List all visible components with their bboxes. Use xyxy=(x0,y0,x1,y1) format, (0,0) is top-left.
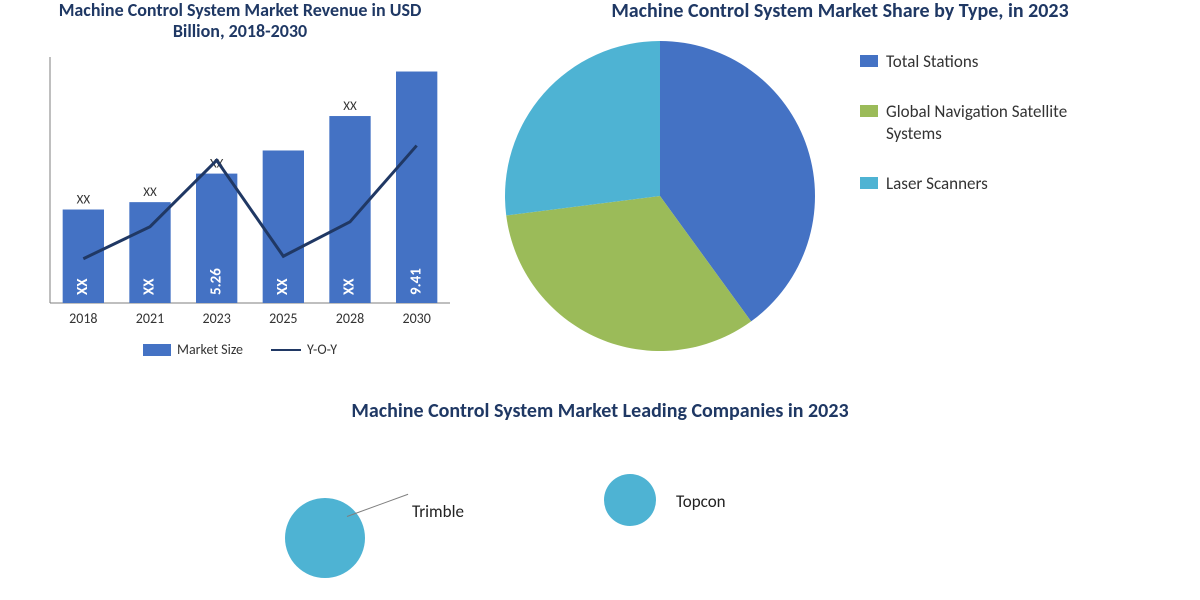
legend-swatch xyxy=(860,55,878,67)
companies-title: Machine Control System Market Leading Co… xyxy=(0,390,1200,423)
legend-swatch xyxy=(860,105,878,117)
legend-market-size-label: Market Size xyxy=(177,341,243,358)
legend-market-size: Market Size xyxy=(143,341,243,358)
svg-text:2030: 2030 xyxy=(402,310,430,327)
companies-bubbles: Trimble Topcon xyxy=(0,423,1200,583)
svg-text:2018: 2018 xyxy=(69,310,97,327)
svg-text:XX: XX xyxy=(341,278,359,295)
svg-text:2021: 2021 xyxy=(136,310,164,327)
svg-text:XX: XX xyxy=(274,278,292,295)
svg-text:9.41: 9.41 xyxy=(407,268,425,295)
svg-text:5.26: 5.26 xyxy=(207,268,225,295)
svg-text:XX: XX xyxy=(74,278,92,295)
company-bubble xyxy=(285,498,365,578)
legend-swatch xyxy=(860,177,878,189)
legend-label: Total Stations xyxy=(886,51,978,73)
bubble-leader-line xyxy=(347,494,408,517)
bar-chart-legend: Market Size Y-O-Y xyxy=(20,337,460,358)
revenue-bar-chart: Machine Control System Market Revenue in… xyxy=(0,0,480,390)
svg-text:2023: 2023 xyxy=(202,310,230,327)
svg-text:XX: XX xyxy=(77,193,91,208)
bar-chart-canvas: 2018 2021 2023 2025 2028 2030 XX XX XX XX XX XX 5.26… xyxy=(20,47,460,337)
market-share-pie: Machine Control System Market Share by T… xyxy=(480,0,1200,390)
pie-legend-item: Total Stations xyxy=(860,51,1200,73)
pie-legend-item: Laser Scanners xyxy=(860,173,1200,195)
svg-text:XX: XX xyxy=(141,278,159,295)
pie-chart-title: Machine Control System Market Share by T… xyxy=(480,0,1200,31)
svg-text:2025: 2025 xyxy=(269,310,297,327)
legend-label: Global Navigation Satellite Systems xyxy=(886,101,1086,145)
leading-companies-panel: Machine Control System Market Leading Co… xyxy=(0,390,1200,600)
legend-yoy-label: Y-O-Y xyxy=(307,341,337,358)
company-bubble xyxy=(604,474,656,526)
svg-text:2028: 2028 xyxy=(336,310,364,327)
bar-chart-title: Machine Control System Market Revenue in… xyxy=(20,0,460,47)
legend-yoy: Y-O-Y xyxy=(271,341,337,358)
pie-chart-legend: Total Stations Global Navigation Satellit… xyxy=(860,31,1200,223)
legend-label: Laser Scanners xyxy=(886,173,988,195)
pie-legend-item: Global Navigation Satellite Systems xyxy=(860,101,1200,145)
company-label: Trimble xyxy=(412,501,464,522)
svg-text:XX: XX xyxy=(143,186,157,201)
svg-text:XX: XX xyxy=(343,99,357,114)
company-label: Topcon xyxy=(676,491,726,512)
pie-chart-canvas xyxy=(480,31,860,351)
